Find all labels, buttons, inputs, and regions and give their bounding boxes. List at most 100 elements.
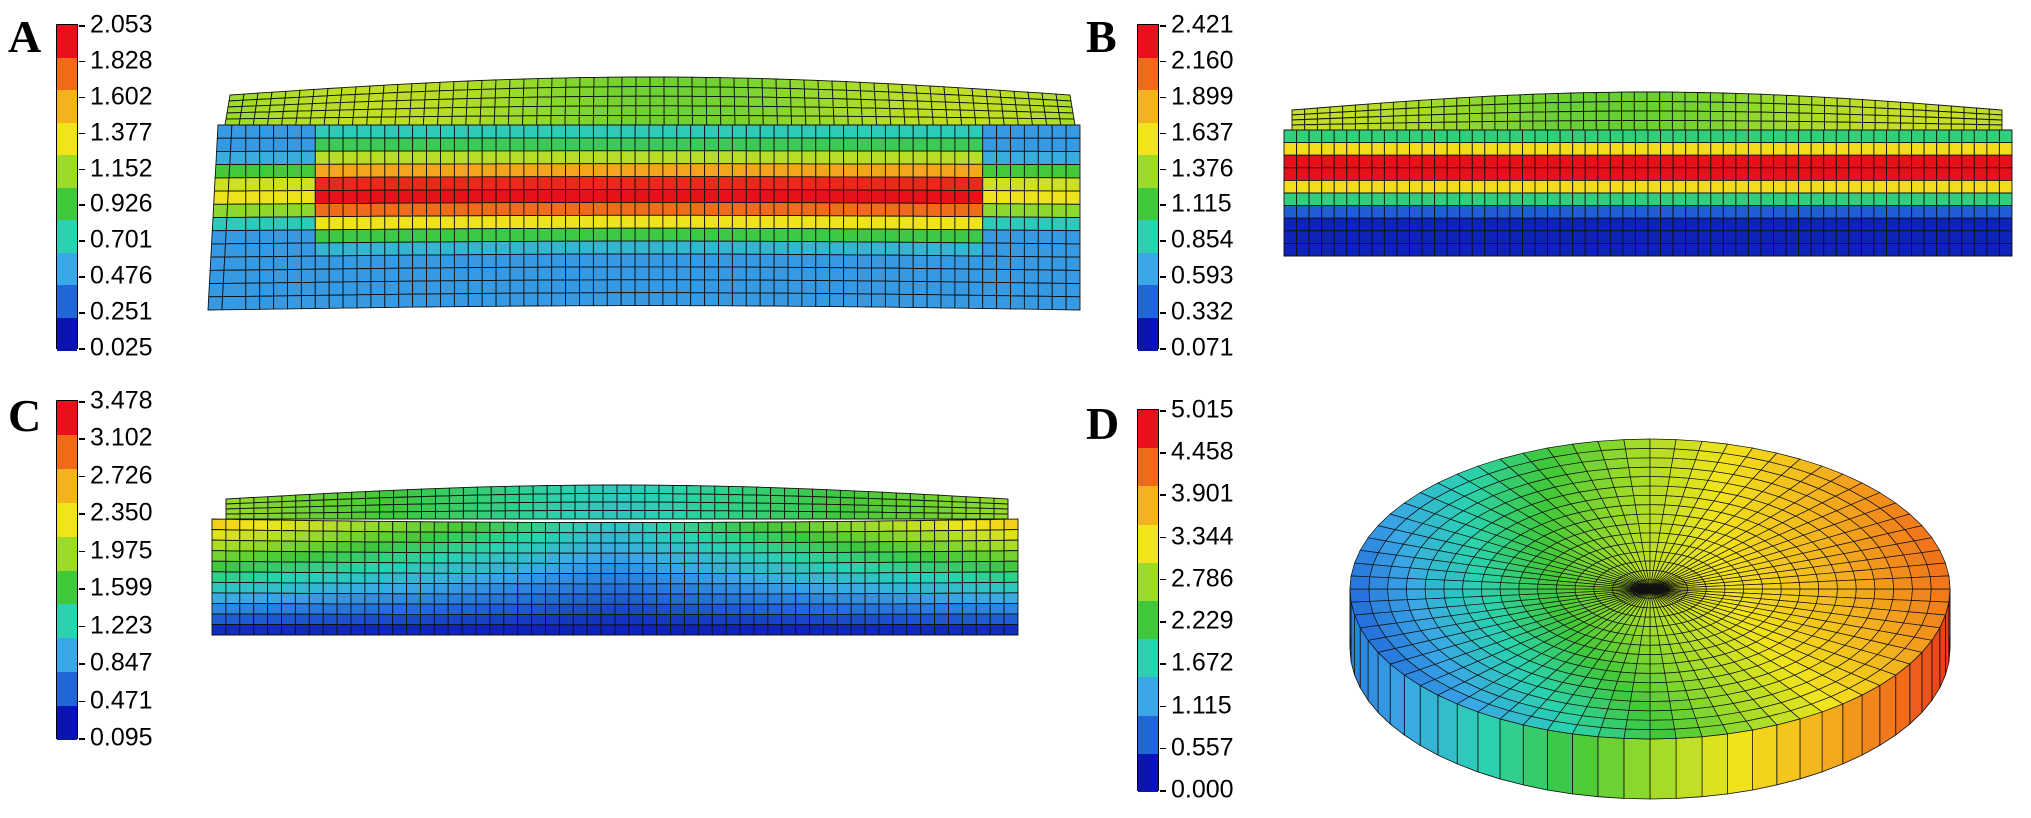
mesh-cell [1773, 129, 1787, 144]
mesh-cell [968, 203, 984, 218]
colorbar-segment [1138, 122, 1158, 156]
mesh-cell [676, 176, 692, 190]
mesh-cell [676, 189, 692, 203]
mesh-cell [579, 137, 594, 152]
mesh-cell [467, 241, 483, 256]
mesh-cell [489, 573, 505, 585]
mesh-cell [1672, 142, 1687, 156]
mesh-cell [1003, 613, 1019, 625]
mesh-cell [1471, 230, 1486, 244]
mesh-cell [462, 502, 478, 512]
mesh-cell [480, 88, 497, 99]
mesh-cell [759, 292, 775, 307]
mesh-cell [1912, 116, 1927, 124]
mesh-cell [843, 137, 858, 152]
colorbar-tick [79, 700, 85, 703]
mesh-cell [508, 106, 524, 117]
mesh-cell [767, 613, 783, 626]
mesh-cell [1443, 588, 1464, 599]
mesh-cell [691, 105, 707, 116]
mesh-cell [384, 293, 400, 308]
mesh-cell [503, 624, 519, 636]
mesh-cell [1873, 578, 1895, 590]
mesh-cell [239, 603, 255, 615]
mesh-cell [259, 177, 275, 192]
mesh-cell [943, 86, 960, 96]
mesh-cell [1358, 230, 1373, 244]
mesh-cell [1660, 217, 1674, 232]
mesh-cell [351, 504, 367, 513]
mesh-cell [926, 176, 942, 191]
mesh-cell [1010, 137, 1025, 152]
mesh-cell [1613, 485, 1635, 498]
mesh-cell [979, 507, 995, 515]
mesh-cell [662, 292, 678, 307]
mesh-cell [406, 531, 421, 543]
mesh-cell [1747, 129, 1762, 144]
mesh-cell [748, 96, 764, 107]
mesh-cell [1900, 101, 1914, 111]
mesh-cell [1911, 205, 1925, 219]
mesh-cell [989, 550, 1005, 562]
mesh-cell [1421, 129, 1436, 144]
mesh-cell [1609, 230, 1624, 244]
mesh-cell [649, 95, 665, 107]
mesh-cell [1003, 571, 1019, 583]
mesh-cell [1810, 154, 1825, 169]
mesh-cell [1037, 295, 1053, 311]
mesh-cell [1010, 203, 1025, 218]
mesh-cell [920, 561, 936, 573]
mesh-cell [881, 511, 897, 520]
mesh-cell [1672, 192, 1687, 207]
mesh-cell [1037, 190, 1053, 205]
mesh-cell [560, 493, 576, 503]
mesh-cell [982, 150, 998, 165]
mesh-grid [1349, 438, 1951, 800]
mesh-cell [1010, 229, 1025, 244]
mesh-cell [1898, 230, 1913, 244]
mesh-cell [509, 292, 525, 307]
mesh-cell [489, 603, 505, 615]
mesh-cell [711, 583, 727, 595]
colorbar-tick [79, 60, 85, 63]
mesh-cell [809, 603, 824, 615]
mesh-cell [1051, 137, 1067, 152]
mesh-cell [614, 542, 630, 554]
mesh-cell [1346, 230, 1360, 244]
mesh-cell [620, 292, 636, 307]
mesh-cell [767, 531, 783, 543]
mesh-cell [725, 552, 741, 564]
mesh-cell [670, 542, 685, 554]
mesh-cell [1509, 230, 1523, 244]
mesh-cell [975, 550, 991, 563]
mesh-cell [801, 202, 817, 217]
mesh-cell [1431, 106, 1445, 116]
mesh-cell [864, 624, 880, 636]
mesh-cell [822, 572, 838, 584]
mesh-cell [1710, 242, 1724, 257]
mesh-cell [996, 177, 1011, 192]
mesh-cell [739, 542, 755, 554]
mesh-cell [1898, 179, 1913, 194]
mesh-cell [761, 87, 778, 98]
mesh-cell [1722, 167, 1737, 181]
mesh-cell [225, 560, 241, 573]
mesh-cell [421, 488, 436, 498]
mesh-cell [531, 552, 546, 564]
mesh-cell [1434, 205, 1448, 219]
mesh-cell [954, 216, 970, 231]
mesh-cell [481, 266, 497, 281]
mesh-cell [1522, 724, 1548, 791]
mesh-cell [253, 507, 269, 515]
mesh-cell [1354, 110, 1369, 118]
mesh-cell [1722, 242, 1737, 257]
mesh-cell [392, 541, 408, 553]
mesh-cell [517, 583, 533, 595]
mesh-cell [579, 163, 594, 178]
mesh-cell [676, 150, 692, 165]
mesh-cell [756, 502, 772, 512]
mesh-cell [1383, 230, 1398, 244]
mesh-cell [406, 521, 421, 533]
mesh-cell [1522, 230, 1536, 244]
mesh-cell [1534, 205, 1549, 219]
